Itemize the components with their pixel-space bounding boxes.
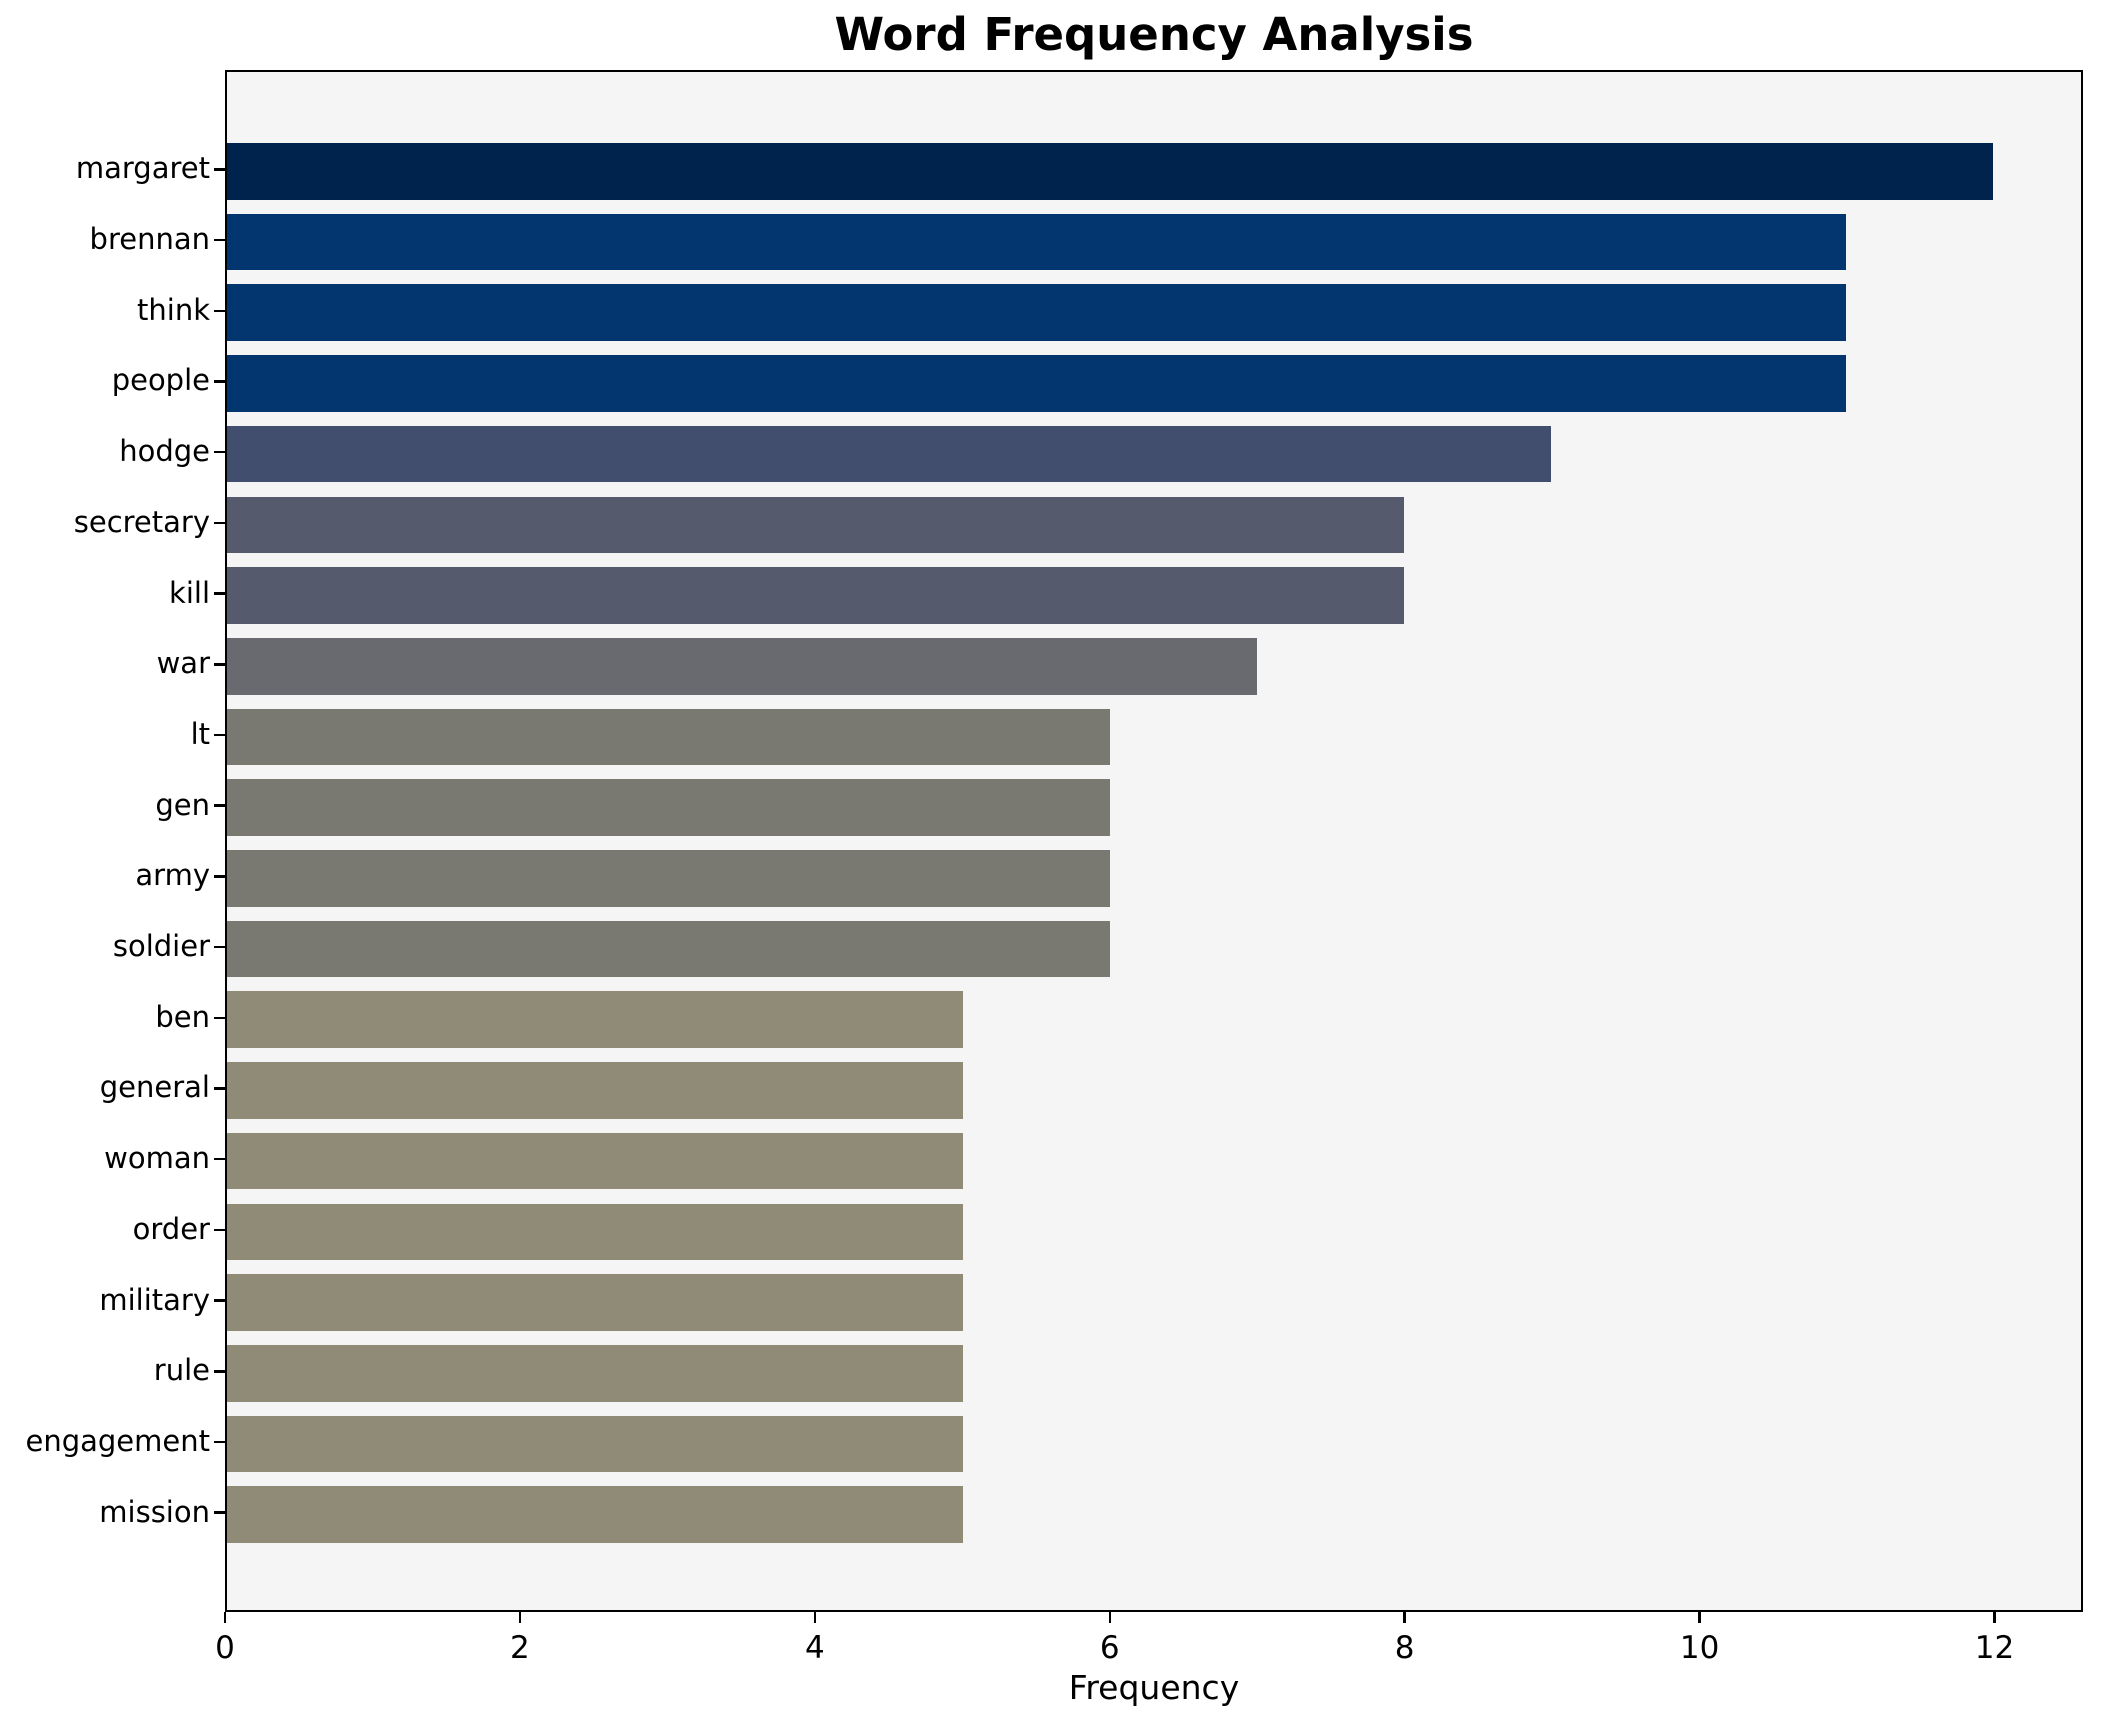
x-tick-mark [223, 1612, 227, 1623]
y-tick-mark [214, 804, 225, 807]
x-axis-tick-label: 8 [1394, 1630, 1415, 1666]
plot-area [225, 70, 2083, 1612]
y-tick-mark [214, 733, 225, 737]
x-axis-tick-label: 12 [1974, 1630, 2015, 1666]
x-axis-tick-label: 10 [1679, 1630, 1720, 1666]
bar-ben [227, 991, 963, 1049]
y-tick-mark [214, 1511, 225, 1514]
bar-think [227, 284, 1846, 342]
y-axis-label: margaret [75, 151, 210, 186]
bar-order [227, 1203, 963, 1261]
y-tick-mark [214, 1440, 225, 1444]
x-axis-tick-label: 2 [510, 1630, 530, 1666]
y-axis-label: hodge [119, 434, 210, 469]
x-tick-mark [1698, 1612, 1701, 1623]
y-tick-mark [214, 875, 225, 878]
y-axis-label: army [135, 858, 210, 893]
x-tick-mark [518, 1612, 522, 1623]
y-tick-mark [214, 663, 225, 666]
bar-margaret [227, 143, 1993, 200]
x-tick-mark [1108, 1612, 1111, 1623]
y-tick-mark [214, 1299, 225, 1302]
y-axis-label: general [99, 1070, 210, 1105]
bar-lt [227, 708, 1110, 766]
bar-brennan [227, 213, 1846, 271]
y-tick-mark [214, 450, 225, 454]
y-tick-mark [214, 238, 225, 242]
bar-kill [227, 567, 1405, 624]
y-axis-label: brennan [89, 222, 210, 257]
y-axis-label: order [132, 1211, 210, 1246]
x-tick-mark [813, 1612, 817, 1623]
x-axis-tick-label: 0 [215, 1630, 235, 1666]
y-tick-mark [214, 945, 225, 949]
bar-people [227, 355, 1846, 412]
y-axis-label: woman [104, 1141, 210, 1176]
y-tick-mark [214, 592, 225, 595]
y-axis-label: war [156, 646, 210, 681]
y-axis-label: people [111, 363, 210, 398]
bar-military [227, 1274, 963, 1331]
bar-secretary [227, 496, 1405, 554]
bar-general [227, 1062, 963, 1119]
y-tick-mark [214, 380, 225, 383]
chart-title: Word Frequency Analysis [834, 8, 1474, 61]
y-tick-mark [214, 1087, 225, 1090]
y-axis-label: think [137, 292, 210, 327]
y-axis-label: soldier [112, 929, 210, 964]
bar-woman [227, 1132, 963, 1190]
bar-gen [227, 779, 1110, 836]
y-tick-mark [214, 168, 225, 171]
bar-army [227, 850, 1110, 907]
y-axis-label: ben [155, 999, 210, 1034]
y-axis-label: lt [190, 716, 210, 751]
y-tick-mark [214, 309, 225, 312]
y-axis-label: secretary [73, 504, 210, 539]
y-axis-label: kill [169, 575, 210, 610]
y-axis-label: rule [153, 1353, 210, 1388]
bar-hodge [227, 425, 1552, 483]
x-axis-tick-label: 6 [1099, 1630, 1120, 1666]
y-axis-label: military [99, 1282, 210, 1317]
bar-soldier [227, 920, 1110, 978]
y-tick-mark [214, 1157, 225, 1161]
bar-engagement [227, 1415, 963, 1473]
x-axis-tick-label: 4 [804, 1630, 825, 1666]
bar-mission [227, 1486, 963, 1543]
y-tick-mark [214, 521, 225, 525]
y-tick-mark [214, 1370, 225, 1373]
y-tick-mark [214, 1016, 225, 1019]
bar-rule [227, 1344, 963, 1402]
y-tick-mark [214, 1228, 225, 1232]
y-axis-label: mission [99, 1494, 210, 1529]
bar-war [227, 637, 1257, 695]
x-axis-title: Frequency [1068, 1668, 1240, 1707]
y-axis-label: engagement [25, 1423, 211, 1458]
x-tick-mark [1993, 1612, 1996, 1623]
y-axis-label: gen [155, 787, 210, 822]
x-tick-mark [1403, 1612, 1406, 1623]
